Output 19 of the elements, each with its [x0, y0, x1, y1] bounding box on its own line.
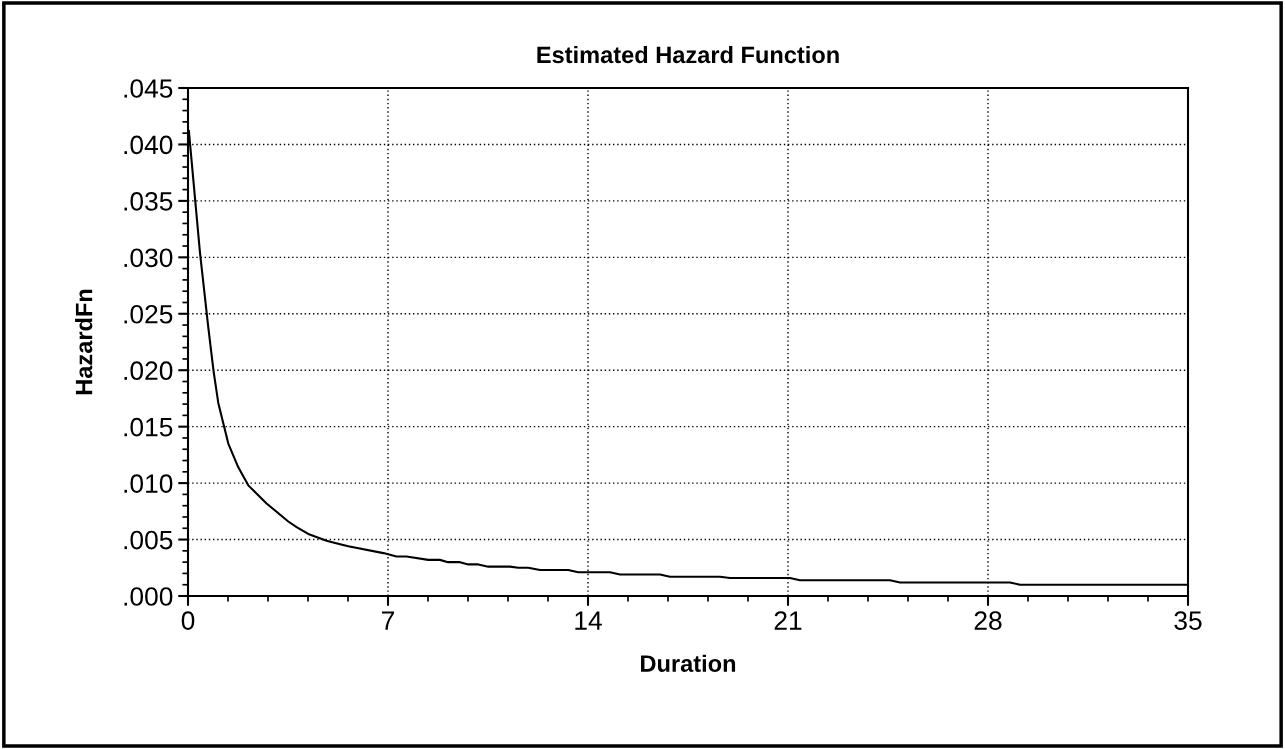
x-tick-label: 7	[382, 611, 395, 630]
y-tick-label: .000	[124, 587, 173, 606]
y-axis-title: HazardFn	[75, 289, 93, 395]
y-tick-label: .025	[124, 304, 173, 324]
x-tick-label: 28	[974, 611, 1002, 630]
y-tick-label: .035	[124, 192, 173, 211]
chart-title: Estimated Hazard Function	[537, 45, 839, 64]
x-tick-label: 0	[181, 611, 195, 630]
y-tick-label: .045	[124, 79, 173, 98]
y-tick-label: .015	[124, 417, 173, 437]
y-tick-label: .040	[124, 135, 173, 155]
y-tick-label: .005	[124, 530, 173, 550]
x-tick-label: 35	[1174, 611, 1202, 630]
x-tick-label: 21	[774, 611, 802, 630]
x-tick-label: 14	[575, 611, 602, 630]
x-axis-title: Duration	[641, 654, 736, 672]
y-tick-label: .010	[124, 474, 173, 493]
y-tick-label: .030	[124, 248, 173, 268]
y-tick-label: .020	[124, 361, 173, 381]
